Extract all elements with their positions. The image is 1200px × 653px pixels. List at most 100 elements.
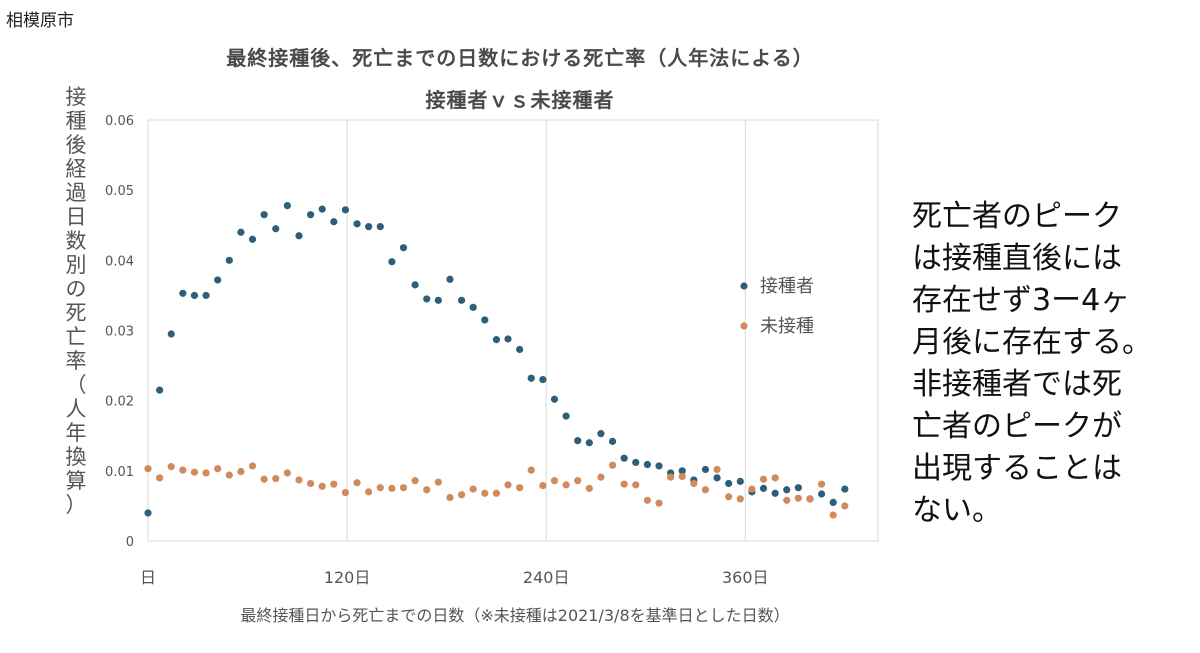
unvaccinated-point xyxy=(725,493,733,501)
y-axis-label-char: 死 xyxy=(65,301,87,325)
unvaccinated-point xyxy=(272,474,280,483)
unvaccinated-point xyxy=(283,469,291,477)
vaccinated-point xyxy=(841,485,849,493)
unvaccinated-point xyxy=(620,480,628,488)
unvaccinated-point xyxy=(260,475,268,483)
vaccinated-point xyxy=(632,458,640,467)
vaccinated-point xyxy=(817,490,826,498)
vaccinated-point xyxy=(318,205,326,213)
vaccinated-point xyxy=(585,439,593,447)
unvaccinated-point xyxy=(783,496,791,504)
vaccinated-point xyxy=(423,295,431,303)
x-axis-label: 最終接種日から死亡までの日数（※未接種は2021/3/8を基準日とした日数） xyxy=(240,606,790,625)
vaccinated-point xyxy=(248,235,257,243)
legend-marker xyxy=(740,282,748,290)
unvaccinated-point xyxy=(667,473,675,481)
unvaccinated-point xyxy=(330,480,338,488)
y-axis-label-char: 率 xyxy=(65,349,87,373)
unvaccinated-point xyxy=(527,466,535,474)
unvaccinated-point xyxy=(353,479,361,487)
side-note-line: は接種直後には xyxy=(912,241,1122,276)
unvaccinated-point xyxy=(295,476,303,484)
plot-area-border xyxy=(147,119,879,542)
unvaccinated-point xyxy=(469,485,477,493)
vaccinated-point xyxy=(306,211,315,219)
y-axis-label-char: 過 xyxy=(65,181,87,205)
vaccinated-point xyxy=(481,316,489,324)
y-tick-label: 0.01 xyxy=(105,465,134,480)
y-axis-label-char: の xyxy=(65,277,87,301)
vaccinated-point xyxy=(527,374,535,382)
vaccinated-point xyxy=(167,330,175,338)
unvaccinated-point xyxy=(156,474,164,482)
y-axis-label-char: 年 xyxy=(65,421,87,445)
side-note-line: 月後に存在する。 xyxy=(912,325,1152,360)
vaccinated-point xyxy=(260,211,268,219)
unvaccinated-point xyxy=(411,477,419,485)
vaccinated-point xyxy=(829,498,837,507)
vaccinated-point xyxy=(330,218,338,226)
x-tick-label: 240日 xyxy=(523,568,570,587)
unvaccinated-point xyxy=(759,475,768,483)
y-axis-label-char: 亡 xyxy=(65,325,87,349)
vaccinated-point xyxy=(190,291,199,300)
vaccinated-point xyxy=(713,474,721,482)
legend-label: 未接種 xyxy=(760,316,814,337)
vaccinated-point xyxy=(469,303,477,311)
unvaccinated-point xyxy=(829,511,837,519)
vaccinated-point xyxy=(179,289,187,297)
unvaccinated-point xyxy=(144,465,152,473)
unvaccinated-point xyxy=(771,474,779,482)
unvaccinated-point xyxy=(632,481,640,489)
x-tick-label: 日 xyxy=(140,568,156,587)
vaccinated-point xyxy=(341,206,350,214)
unvaccinated-point xyxy=(434,478,442,486)
vaccinated-point xyxy=(597,430,605,438)
unvaccinated-point xyxy=(399,484,408,492)
vaccinated-point xyxy=(376,223,384,231)
unvaccinated-point xyxy=(306,479,315,488)
y-axis-label-char: 数 xyxy=(65,229,87,253)
vaccinated-point xyxy=(794,484,802,492)
unvaccinated-point xyxy=(516,484,524,492)
vaccinated-point xyxy=(446,275,454,283)
vaccinated-point xyxy=(608,437,617,445)
y-tick-label: 0.02 xyxy=(105,395,134,410)
side-note-line: 出現することは xyxy=(912,451,1122,486)
y-axis-label-char: 人 xyxy=(65,397,87,421)
vaccinated-point xyxy=(783,486,791,494)
y-tick-label: 0.06 xyxy=(105,114,134,129)
unvaccinated-point xyxy=(655,499,663,507)
vaccinated-point xyxy=(759,484,768,492)
unvaccinated-point xyxy=(492,489,501,497)
vaccinated-point xyxy=(399,244,408,252)
vaccinated-point xyxy=(365,223,373,231)
vaccinated-point xyxy=(202,291,210,300)
side-note-line: 死亡者のピーク xyxy=(912,199,1122,234)
vaccinated-point xyxy=(725,479,733,488)
unvaccinated-point xyxy=(817,480,826,488)
vaccinated-point xyxy=(353,220,361,228)
legend-marker xyxy=(740,322,748,330)
unvaccinated-point xyxy=(481,489,489,497)
unvaccinated-point xyxy=(585,484,593,492)
vaccinated-point xyxy=(574,437,582,445)
unvaccinated-point xyxy=(341,488,350,497)
y-axis-label-char: （ xyxy=(65,373,87,397)
side-note-line: 非接種者では死 xyxy=(912,367,1122,402)
unvaccinated-point xyxy=(806,495,814,503)
vaccinated-point xyxy=(643,460,651,469)
y-axis-label: 接種後経過日数別の死亡率（人年換算） xyxy=(62,85,90,517)
unvaccinated-point xyxy=(504,481,512,489)
unvaccinated-point xyxy=(318,482,326,490)
unvaccinated-point xyxy=(179,466,187,474)
side-note-line: 亡者のピークが xyxy=(912,409,1122,444)
side-note-line: ない。 xyxy=(912,493,1002,528)
unvaccinated-point xyxy=(388,484,396,492)
unvaccinated-point xyxy=(574,477,582,485)
y-axis-label-char: 別 xyxy=(65,253,87,277)
unvaccinated-point xyxy=(550,477,559,485)
vaccinated-point xyxy=(771,489,779,497)
unvaccinated-point xyxy=(423,486,431,494)
